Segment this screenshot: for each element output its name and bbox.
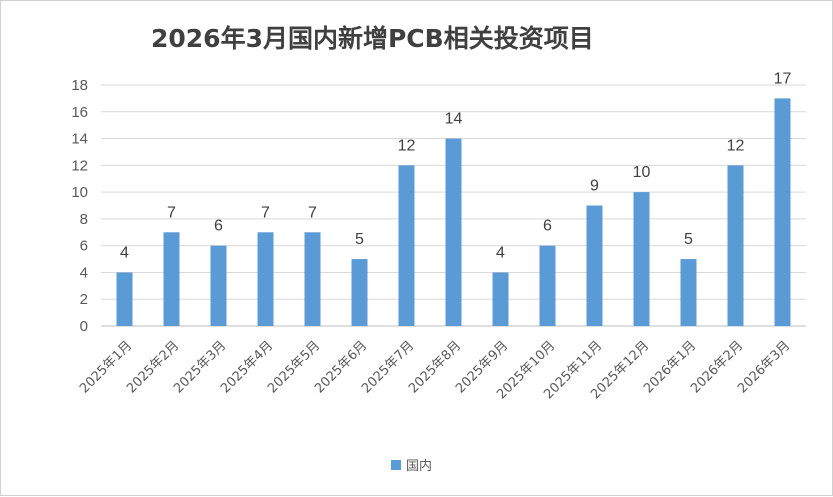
legend-label: 国内 [406,458,432,474]
data-label: 7 [261,204,270,221]
data-label: 6 [214,218,223,235]
data-label: 14 [445,111,463,128]
y-tick-label: 14 [71,131,88,148]
bar [116,272,133,326]
data-label: 10 [633,164,651,181]
bar [539,245,556,326]
data-label: 12 [727,137,745,154]
bar [163,232,180,326]
bar [633,192,650,326]
y-tick-label: 6 [80,238,88,255]
chart-title: 2026年3月国内新增PCB相关投资项目 [151,24,594,53]
bar [586,205,603,326]
bar [492,272,509,326]
data-label: 7 [167,204,176,221]
data-label: 4 [496,244,505,261]
data-label: 4 [120,244,129,261]
y-tick-label: 8 [80,211,88,228]
bar [727,165,744,326]
bar [304,232,321,326]
bar [210,245,227,326]
data-label: 6 [543,218,552,235]
y-tick-label: 12 [71,157,88,174]
y-tick-label: 2 [80,291,88,308]
data-label: 17 [774,70,792,87]
y-tick-label: 10 [71,184,88,201]
y-tick-label: 4 [80,264,88,281]
data-label: 7 [308,204,317,221]
data-label: 5 [355,231,364,248]
bar [774,98,791,326]
data-label: 5 [684,231,693,248]
y-tick-label: 16 [71,104,88,121]
bar [680,259,697,326]
data-label: 9 [590,178,599,195]
bar [351,259,368,326]
bar [398,165,415,326]
bar [445,138,462,326]
data-label: 12 [398,137,416,154]
bar [257,232,274,326]
y-tick-label: 18 [71,77,88,94]
y-tick-label: 0 [80,318,88,335]
legend-swatch [391,460,401,470]
